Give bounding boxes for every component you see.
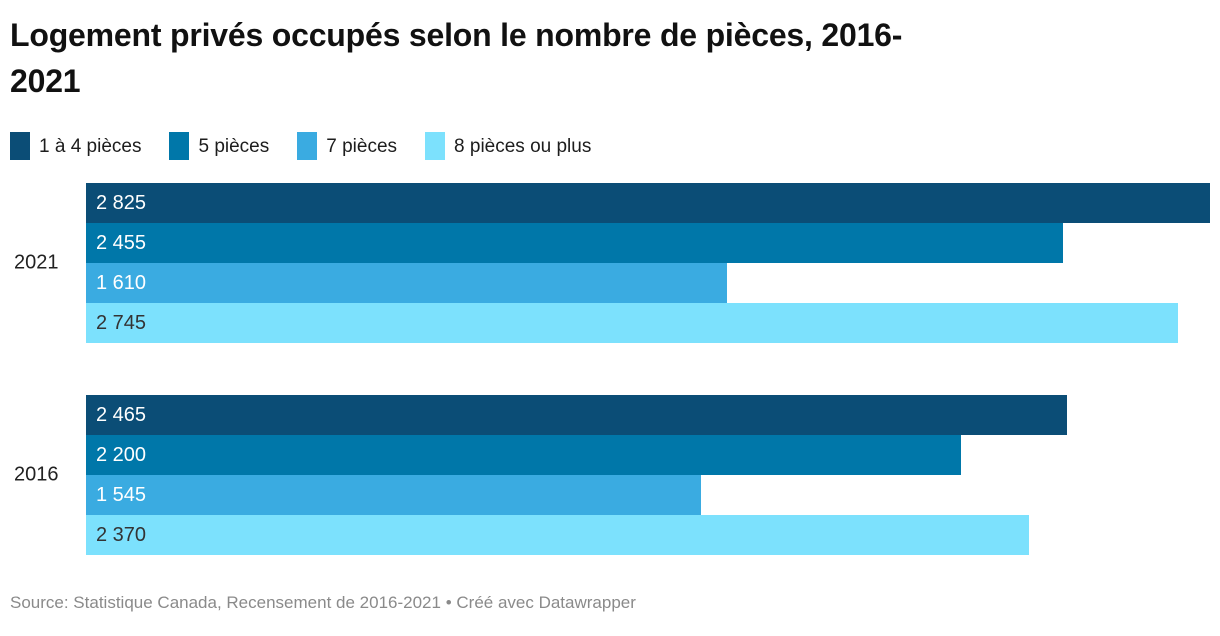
legend-item-2: 7 pièces xyxy=(297,132,397,160)
bar-value-label: 2 465 xyxy=(96,403,147,426)
bar-value-label: 1 610 xyxy=(96,271,147,294)
group-label: 2021 xyxy=(14,251,59,274)
source-line: Source: Statistique Canada, Recensement … xyxy=(10,592,1210,614)
bar: 2 455 xyxy=(86,223,1063,263)
bar: 2 370 xyxy=(86,515,1029,555)
legend-swatch-icon xyxy=(297,132,318,160)
legend-item-1: 5 pièces xyxy=(169,132,269,160)
page-title-line1: Logement privés occupés selon le nombre … xyxy=(10,17,903,53)
bar-group-2016: 2016 2 465 2 200 1 545 2 370 xyxy=(10,395,1210,555)
bar: 2 825 xyxy=(86,183,1210,223)
page-title: Logement privés occupés selon le nombre … xyxy=(10,12,1210,104)
group-bars: 2 825 2 455 1 610 2 745 xyxy=(86,183,1210,343)
bar-value-label: 2 455 xyxy=(96,231,147,254)
legend-label: 1 à 4 pièces xyxy=(39,135,142,157)
footer-separator: • xyxy=(445,593,452,612)
bar-value-label: 1 545 xyxy=(96,483,147,506)
group-label: 2016 xyxy=(14,463,59,486)
page-title-line2: 2021 xyxy=(10,63,81,99)
legend-label: 5 pièces xyxy=(198,135,270,157)
legend-item-3: 8 pièces ou plus xyxy=(425,132,591,160)
bar: 1 545 xyxy=(86,475,701,515)
legend-swatch-icon xyxy=(10,132,30,160)
legend-item-0: 1 à 4 pièces xyxy=(10,132,141,160)
bar-group-2021: 2021 2 825 2 455 1 610 2 745 xyxy=(10,183,1210,343)
bar: 2 200 xyxy=(86,435,962,475)
legend-label: 8 pièces ou plus xyxy=(454,135,592,157)
source-text: Source: Statistique Canada, Recensement … xyxy=(10,593,441,612)
bar: 1 610 xyxy=(86,263,727,303)
bar-value-label: 2 825 xyxy=(96,191,147,214)
group-bars: 2 465 2 200 1 545 2 370 xyxy=(86,395,1210,555)
legend-label: 7 pièces xyxy=(326,135,398,157)
legend-swatch-icon xyxy=(169,132,190,160)
bar: 2 745 xyxy=(86,303,1179,343)
legend: 1 à 4 pièces 5 pièces 7 pièces 8 pièces ou … xyxy=(10,132,1210,160)
legend-swatch-icon xyxy=(425,132,446,160)
bar-value-label: 2 745 xyxy=(96,311,147,334)
bar-chart: 2021 2 825 2 455 1 610 2 745 2016 2 465 2 200 1 … xyxy=(10,183,1210,555)
attribution-text: Créé avec Datawrapper xyxy=(456,593,636,612)
bar-value-label: 2 200 xyxy=(96,443,147,466)
bar-value-label: 2 370 xyxy=(96,523,147,546)
bar: 2 465 xyxy=(86,395,1067,435)
